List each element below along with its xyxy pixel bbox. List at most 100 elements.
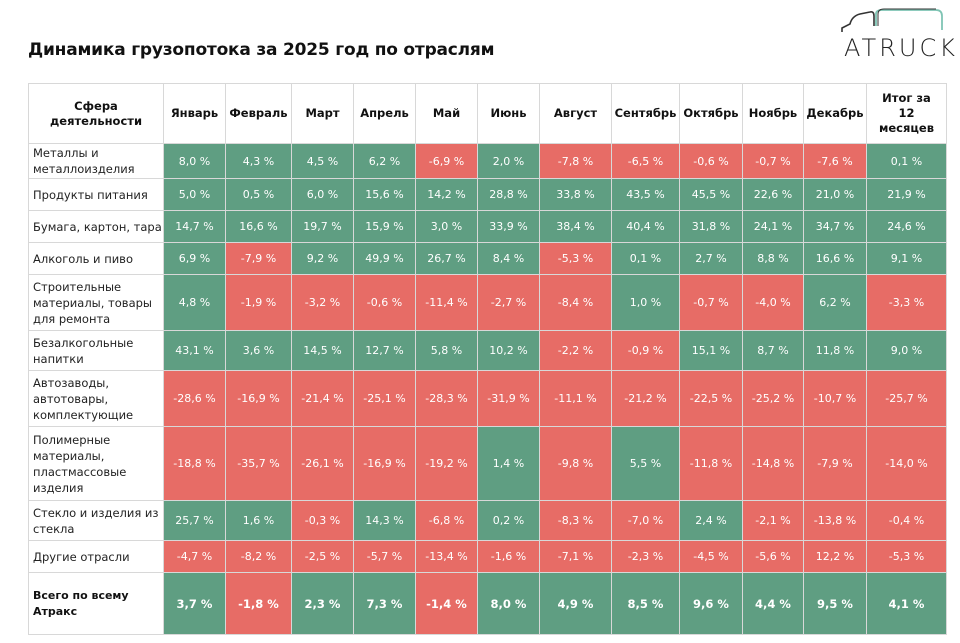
value-cell: -21,2 %: [611, 370, 680, 427]
value-cell: -0,7 %: [679, 274, 743, 331]
value-cell: 6,9 %: [163, 242, 226, 275]
value-cell: 6,0 %: [291, 178, 354, 211]
value-cell: -2,7 %: [477, 274, 540, 331]
value-cell: 0,1 %: [611, 242, 680, 275]
page-title: Динамика грузопотока за 2025 год по отра…: [28, 40, 495, 60]
value-cell: 12,2 %: [803, 540, 867, 573]
value-cell: 8,0 %: [477, 572, 540, 635]
value-cell: 15,9 %: [353, 210, 416, 243]
row-label: Алкоголь и пиво: [28, 242, 164, 275]
value-cell: -0,4 %: [866, 500, 947, 541]
value-cell: 16,6 %: [225, 210, 292, 243]
value-cell: -26,1 %: [291, 426, 354, 501]
value-cell: 9,2 %: [291, 242, 354, 275]
value-cell: -2,5 %: [291, 540, 354, 573]
value-cell: -4,0 %: [742, 274, 804, 331]
value-cell: -0,6 %: [679, 143, 743, 179]
value-cell: 4,8 %: [163, 274, 226, 331]
value-cell: 43,5 %: [611, 178, 680, 211]
value-cell: -25,2 %: [742, 370, 804, 427]
value-cell: 22,6 %: [742, 178, 804, 211]
value-cell: -11,8 %: [679, 426, 743, 501]
row-label: Стекло и изделия из стекла: [28, 500, 164, 541]
value-cell: 8,5 %: [611, 572, 680, 635]
value-cell: -7,1 %: [539, 540, 612, 573]
value-cell: -1,4 %: [415, 572, 478, 635]
value-cell: 4,4 %: [742, 572, 804, 635]
table-row: Автозаводы, автотовары, комплектующие -28…: [28, 370, 947, 427]
column-header: Март: [291, 83, 354, 144]
value-cell: 9,1 %: [866, 242, 947, 275]
value-cell: 11,8 %: [803, 330, 867, 371]
value-cell: -4,5 %: [679, 540, 743, 573]
value-cell: 7,3 %: [353, 572, 416, 635]
table-row: Стекло и изделия из стекла 25,7 % 1,6 % -0,…: [28, 500, 947, 541]
value-cell: -6,9 %: [415, 143, 478, 179]
value-cell: -1,6 %: [477, 540, 540, 573]
value-cell: -14,0 %: [866, 426, 947, 501]
value-cell: -19,2 %: [415, 426, 478, 501]
row-label: Бумага, картон, тара: [28, 210, 164, 243]
value-cell: 14,3 %: [353, 500, 416, 541]
value-cell: 45,5 %: [679, 178, 743, 211]
value-cell: -7,8 %: [539, 143, 612, 179]
value-cell: 0,2 %: [477, 500, 540, 541]
table-row: Металлы и металлоизделия 8,0 % 4,3 % 4,5 % 6…: [28, 143, 947, 179]
value-cell: -16,9 %: [225, 370, 292, 427]
table-row: Строительные материалы, товары для ремон…: [28, 274, 947, 331]
value-cell: 8,4 %: [477, 242, 540, 275]
truck-outline-icon: [841, 8, 943, 32]
value-cell: 6,2 %: [353, 143, 416, 179]
value-cell: 5,5 %: [611, 426, 680, 501]
value-cell: 19,7 %: [291, 210, 354, 243]
value-cell: 15,1 %: [679, 330, 743, 371]
value-cell: 43,1 %: [163, 330, 226, 371]
value-cell: -13,4 %: [415, 540, 478, 573]
row-label: Всего по всему Атракс: [28, 572, 164, 635]
column-header-sector: Сфера деятельности: [28, 83, 164, 144]
column-header: Февраль: [225, 83, 292, 144]
value-cell: 21,9 %: [866, 178, 947, 211]
value-cell: -11,4 %: [415, 274, 478, 331]
value-cell: 1,4 %: [477, 426, 540, 501]
column-header: Май: [415, 83, 478, 144]
value-cell: -28,3 %: [415, 370, 478, 427]
value-cell: 38,4 %: [539, 210, 612, 243]
value-cell: 21,0 %: [803, 178, 867, 211]
value-cell: 14,2 %: [415, 178, 478, 211]
column-header: Декабрь: [803, 83, 867, 144]
value-cell: -5,7 %: [353, 540, 416, 573]
value-cell: 4,1 %: [866, 572, 947, 635]
value-cell: -2,1 %: [742, 500, 804, 541]
row-label: Автозаводы, автотовары, комплектующие: [28, 370, 164, 427]
table-row: Полимерные материалы, пластмассовые изде…: [28, 426, 947, 501]
value-cell: 49,9 %: [353, 242, 416, 275]
column-header: Октябрь: [679, 83, 743, 144]
value-cell: -5,3 %: [539, 242, 612, 275]
value-cell: -3,3 %: [866, 274, 947, 331]
value-cell: 12,7 %: [353, 330, 416, 371]
value-cell: 1,0 %: [611, 274, 680, 331]
header-row: Сфера деятельности Январь Февраль Март Апрел…: [28, 83, 947, 144]
value-cell: -7,9 %: [225, 242, 292, 275]
table-row: Алкоголь и пиво 6,9 % -7,9 % 9,2 % 49,9 % 26,…: [28, 242, 947, 275]
column-header: Апрель: [353, 83, 416, 144]
value-cell: 1,6 %: [225, 500, 292, 541]
value-cell: -35,7 %: [225, 426, 292, 501]
value-cell: -8,3 %: [539, 500, 612, 541]
logo-text: ATRUCKS: [844, 34, 960, 62]
value-cell: -7,6 %: [803, 143, 867, 179]
value-cell: 3,7 %: [163, 572, 226, 635]
value-cell: -3,2 %: [291, 274, 354, 331]
value-cell: 6,2 %: [803, 274, 867, 331]
row-label: Строительные материалы, товары для ремон…: [28, 274, 164, 331]
value-cell: -13,8 %: [803, 500, 867, 541]
value-cell: 4,9 %: [539, 572, 612, 635]
value-cell: -28,6 %: [163, 370, 226, 427]
column-header: Январь: [163, 83, 226, 144]
value-cell: -8,2 %: [225, 540, 292, 573]
value-cell: 2,7 %: [679, 242, 743, 275]
value-cell: 3,6 %: [225, 330, 292, 371]
value-cell: 28,8 %: [477, 178, 540, 211]
value-cell: 4,5 %: [291, 143, 354, 179]
